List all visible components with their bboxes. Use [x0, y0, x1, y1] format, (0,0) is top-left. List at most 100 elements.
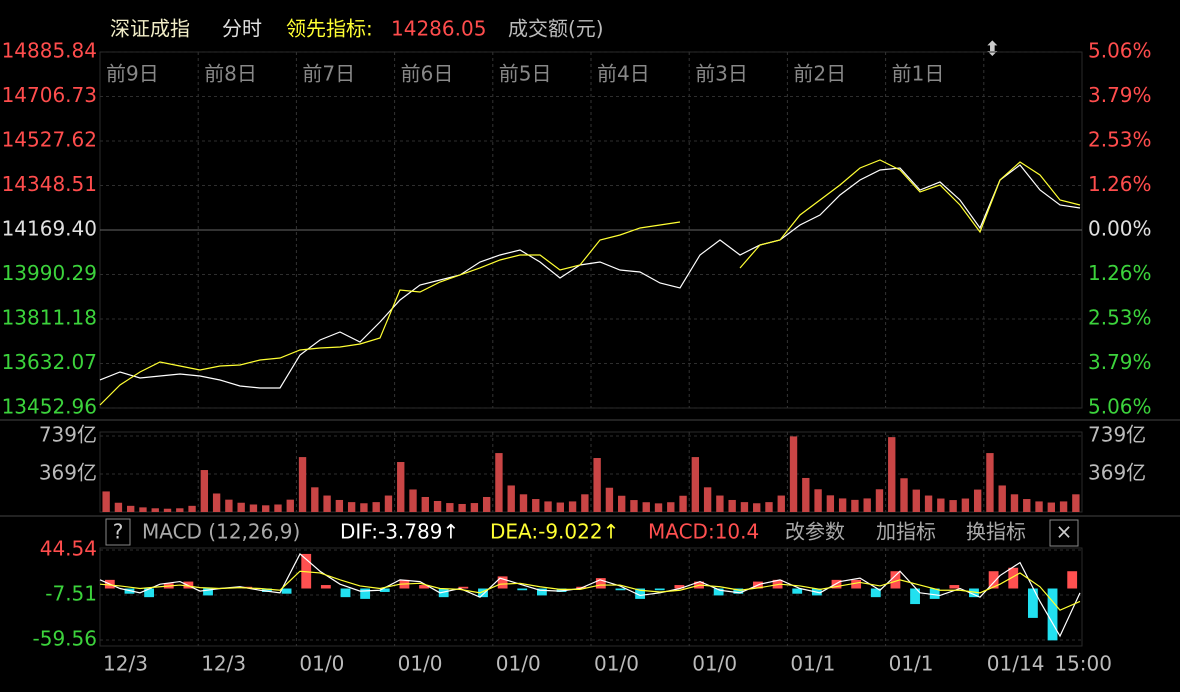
x-tick-label: 01/1 — [790, 652, 835, 676]
macd-bar — [1067, 571, 1078, 589]
volume-bar — [924, 495, 933, 512]
macd-bar — [144, 588, 155, 598]
macd-bar — [281, 588, 292, 594]
mode[interactable]: 分时 — [222, 17, 262, 41]
volume-bar — [458, 503, 466, 512]
volume-bar — [323, 495, 331, 512]
macd-title: MACD (12,26,9) — [142, 520, 300, 544]
macd-tick-label: -59.56 — [33, 627, 97, 651]
volume-bar — [630, 500, 638, 512]
y-tick-label: 13452.96 — [2, 395, 97, 419]
resize-icon[interactable]: ⬍ — [984, 37, 1001, 61]
volume-bar — [654, 503, 663, 512]
volume-bar — [421, 496, 429, 512]
macd-bar — [929, 588, 940, 599]
volume-bar — [163, 508, 172, 512]
close-box[interactable] — [1049, 519, 1079, 547]
volume-bar — [703, 487, 712, 512]
day-label: 前3日 — [695, 62, 748, 86]
y2-tick-label: 5.06% — [1088, 395, 1152, 419]
price-line — [99, 570, 1081, 611]
volume-bar — [556, 502, 564, 512]
macd-bar — [1027, 588, 1038, 618]
volume-bar — [176, 508, 184, 512]
x-tick-label: 01/0 — [299, 652, 344, 676]
price-line — [739, 159, 1081, 269]
indicator-label: 领先指标: — [286, 17, 373, 41]
macd-bar — [203, 588, 213, 596]
action[interactable]: 换指标 — [966, 520, 1026, 544]
price-line — [99, 164, 1081, 389]
action[interactable]: 改参数 — [785, 520, 845, 544]
volume-bar — [973, 489, 982, 512]
y2-tick-label: 1.26% — [1088, 261, 1152, 285]
volume-bar — [949, 500, 957, 512]
day-label: 前2日 — [793, 62, 846, 86]
y-tick-label: 13811.18 — [2, 306, 97, 330]
x-tick-label: 01/1 — [889, 652, 934, 676]
macd-bar — [674, 585, 685, 589]
close[interactable]: × — [1056, 520, 1073, 544]
y2-tick-label: 3.79% — [1088, 83, 1152, 107]
volume-bar — [102, 491, 110, 512]
macd-bar — [949, 585, 960, 589]
volume-bar — [249, 504, 258, 512]
volume-bar — [740, 502, 749, 512]
volume-bar — [581, 494, 589, 512]
macd-bar — [1008, 567, 1019, 589]
macd-bar — [713, 588, 724, 596]
price-line — [99, 552, 1081, 638]
vol-tick-label: 739亿 — [1088, 423, 1146, 447]
day-label: 前4日 — [597, 62, 650, 86]
x-tick-label: 12/3 — [201, 652, 246, 676]
day-label: 前1日 — [892, 62, 945, 86]
vol-tick-label: 369亿 — [39, 461, 97, 485]
macd-bar — [556, 588, 567, 592]
macd-bar — [379, 588, 390, 592]
volume-bar — [753, 503, 761, 512]
vol-tick-label: 369亿 — [1088, 461, 1146, 485]
vol-tick-label: 739亿 — [39, 423, 97, 447]
volume-bar — [335, 499, 344, 512]
volume-bar — [1010, 494, 1019, 512]
y-tick-label: 14348.51 — [2, 172, 97, 196]
macd-bar — [419, 585, 429, 589]
volume-bar — [728, 499, 736, 512]
volume-bar — [262, 505, 270, 512]
volume-bar — [986, 453, 994, 512]
macd-tick-label: 44.54 — [40, 537, 97, 561]
macd-bar — [340, 588, 351, 598]
volume-bar — [519, 494, 528, 512]
volume-bar — [765, 502, 773, 512]
help[interactable]: ? — [113, 520, 124, 544]
day-label: 前6日 — [401, 62, 454, 86]
volume-bar — [888, 437, 896, 512]
volume-bar — [225, 499, 233, 512]
volume-bar — [777, 495, 785, 512]
volume-bar — [814, 489, 822, 512]
volume-bar — [667, 502, 675, 512]
help-box[interactable] — [105, 518, 131, 546]
macd-bar — [595, 578, 606, 589]
volume-bar — [397, 462, 405, 512]
x-tick-label: 12/3 — [103, 652, 148, 676]
volume-bar — [716, 495, 724, 512]
macd-bar — [988, 571, 999, 589]
volume-bar — [495, 453, 503, 512]
indicator-value: 14286.05 — [391, 17, 486, 41]
volume-bar — [127, 505, 135, 512]
action[interactable]: 加指标 — [876, 520, 936, 544]
macd-bar — [438, 588, 449, 598]
y2-tick-label: 1.26% — [1088, 172, 1152, 196]
volume-bar — [532, 499, 540, 512]
volume-bar — [863, 498, 871, 512]
volume-bar — [1047, 502, 1055, 512]
volume-bar — [311, 487, 319, 512]
volume-bar — [618, 495, 626, 512]
macd-label: MACD:10.4 — [648, 520, 759, 544]
volume-bar — [286, 499, 294, 512]
y-tick-label: 14706.73 — [2, 83, 97, 107]
volume-bar — [372, 502, 380, 512]
